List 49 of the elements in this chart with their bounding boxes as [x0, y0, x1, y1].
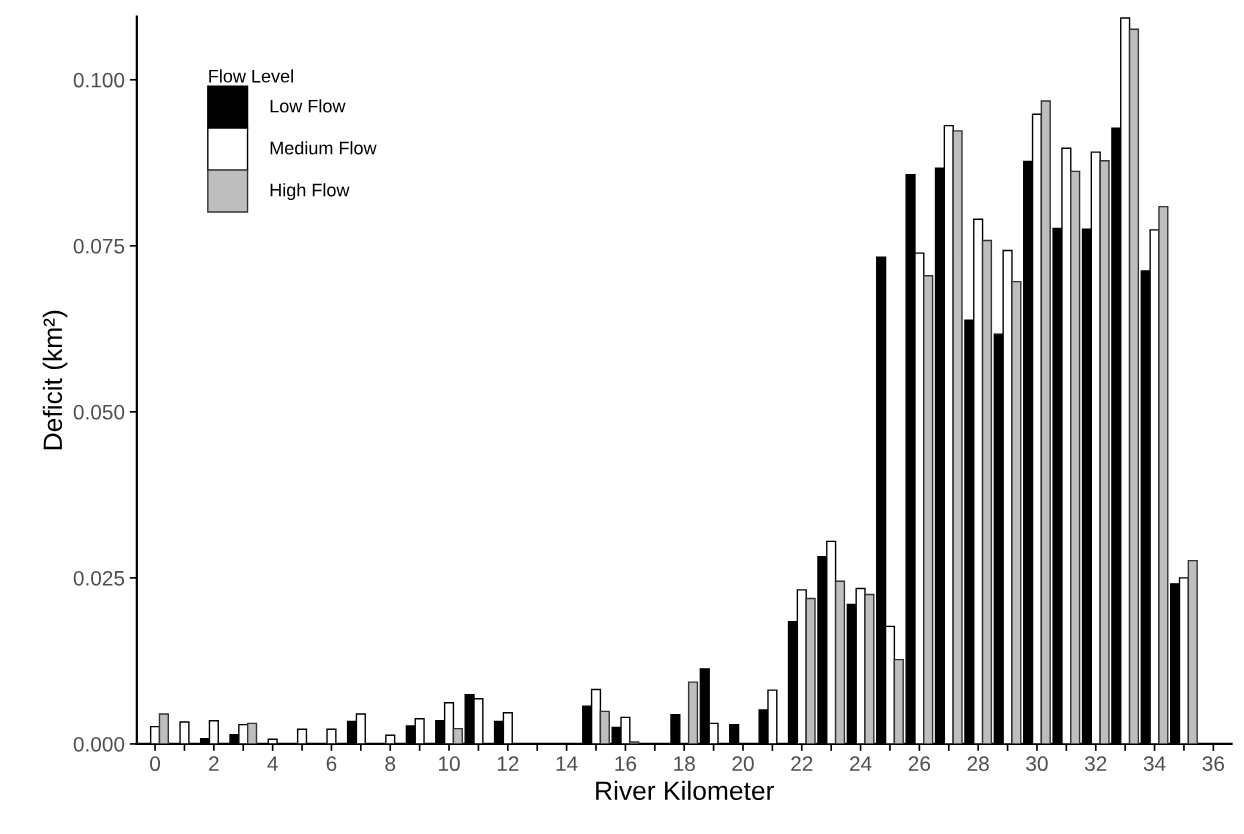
x-tick-label: 24 — [850, 756, 872, 771]
bar — [893, 658, 904, 744]
x-tick-label: 36 — [1202, 756, 1225, 772]
x-tick-label: 20 — [732, 756, 754, 772]
bar — [599, 710, 610, 744]
bar — [1040, 100, 1051, 744]
x-tick-label: 10 — [439, 756, 460, 772]
bar — [158, 713, 169, 744]
x-tick-label: 14 — [556, 756, 578, 771]
y-axis-title: Deficit (km²) — [42, 310, 68, 450]
legend-label: Medium Flow — [270, 141, 377, 155]
legend-label: High Flow — [270, 183, 350, 201]
bar — [864, 593, 875, 744]
bar — [805, 597, 816, 744]
x-tick-label: 28 — [967, 756, 989, 772]
x-tick-label: 8 — [385, 756, 396, 772]
bar — [452, 727, 463, 744]
x-tick-label: 16 — [615, 756, 637, 772]
x-tick-label: 18 — [674, 756, 695, 772]
x-tick-label: 34 — [1143, 756, 1166, 772]
y-tick-label: 0.100 — [73, 72, 125, 88]
bar — [952, 130, 963, 744]
bar — [1011, 280, 1022, 744]
legend-title: Flow Level — [209, 69, 293, 83]
bar — [1099, 160, 1110, 744]
x-tick-label: 26 — [908, 756, 931, 772]
bar — [981, 239, 993, 744]
legend-label: Low Flow — [270, 99, 346, 113]
y-tick-label: 0.025 — [73, 570, 125, 586]
bar — [1070, 170, 1081, 744]
x-tick-label: 22 — [791, 756, 813, 771]
x-tick-label: 32 — [1084, 756, 1107, 772]
bar — [246, 722, 258, 744]
x-tick-label: 4 — [267, 756, 278, 771]
x-tick-label: 2 — [209, 756, 219, 771]
x-axis-title: River Kilometer — [596, 780, 774, 801]
y-tick-label: 0.075 — [73, 238, 125, 254]
x-tick-label: 12 — [497, 756, 519, 771]
bar — [1187, 559, 1198, 744]
y-tick-label: 0.050 — [73, 404, 125, 420]
bar — [687, 681, 699, 744]
bar — [1128, 28, 1140, 744]
bar — [834, 580, 846, 744]
y-tick-label: 0.000 — [73, 736, 125, 752]
bar — [1158, 205, 1169, 744]
x-tick-label: 0 — [150, 756, 161, 772]
x-tick-label: 6 — [326, 756, 337, 772]
x-tick-label: 30 — [1026, 756, 1048, 772]
bar — [923, 275, 934, 744]
